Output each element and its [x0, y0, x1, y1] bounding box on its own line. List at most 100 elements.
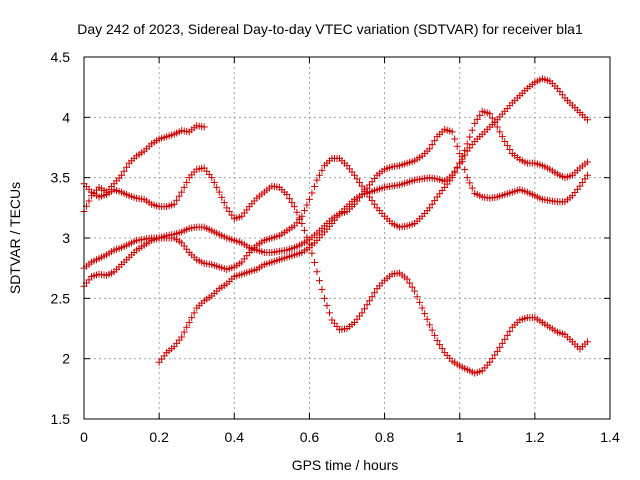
data-point	[456, 159, 464, 167]
data-point	[320, 294, 328, 302]
data-point	[578, 178, 586, 186]
data-point	[501, 137, 509, 145]
y-tick-label: 4.5	[51, 49, 71, 65]
data-point	[453, 142, 461, 150]
data-point	[583, 158, 591, 166]
data-point	[501, 335, 509, 343]
data-point	[448, 128, 456, 136]
data-point	[123, 163, 131, 171]
data-point	[293, 208, 301, 216]
data-point	[576, 182, 584, 190]
data-point	[463, 140, 471, 148]
data-point	[406, 279, 414, 287]
data-point	[290, 203, 298, 211]
x-tick-label: 0.2	[149, 429, 169, 445]
data-point	[351, 171, 359, 179]
data-point	[503, 331, 511, 339]
data-point	[305, 195, 313, 203]
data-point	[310, 183, 318, 191]
data-point	[583, 116, 591, 124]
data-point	[496, 343, 504, 351]
data-point	[363, 301, 371, 309]
data-point	[178, 333, 186, 341]
y-tick-label: 4	[62, 109, 70, 125]
data-point	[488, 355, 496, 363]
data-point	[315, 171, 323, 179]
data-point	[408, 283, 416, 291]
data-point	[308, 189, 316, 197]
data-point	[431, 197, 439, 205]
data-point	[371, 289, 379, 297]
data-point	[503, 141, 511, 149]
data-point	[463, 174, 471, 182]
data-point	[461, 151, 469, 159]
data-point	[451, 135, 459, 143]
data-point	[180, 328, 188, 336]
data-point	[431, 331, 439, 339]
y-tick-label: 3.5	[51, 170, 71, 186]
data-point	[220, 199, 228, 207]
data-point	[85, 197, 93, 205]
data-point	[466, 179, 474, 187]
data-point	[361, 305, 369, 313]
data-point	[453, 163, 461, 171]
data-point	[358, 309, 366, 317]
data-point	[368, 197, 376, 205]
series-track-b	[80, 164, 591, 377]
x-tick-label: 0.6	[300, 429, 320, 445]
data-point	[285, 195, 293, 203]
x-tick-label: 0.8	[375, 429, 395, 445]
data-point	[493, 347, 501, 355]
data-point	[313, 176, 321, 184]
series-track-e	[155, 75, 591, 366]
data-point	[416, 298, 424, 306]
data-point	[183, 178, 191, 186]
data-point	[476, 111, 484, 119]
data-point	[298, 212, 306, 220]
data-point	[428, 326, 436, 334]
data-point	[468, 184, 476, 192]
data-point	[403, 275, 411, 283]
data-point	[371, 200, 379, 208]
data-point	[118, 171, 126, 179]
x-tick-label: 1.2	[525, 429, 545, 445]
data-point	[200, 123, 208, 131]
data-point	[428, 200, 436, 208]
series-track-c	[80, 125, 591, 272]
data-point	[413, 293, 421, 301]
data-point	[298, 220, 306, 228]
data-point	[418, 304, 426, 312]
data-point	[283, 191, 291, 199]
data-point	[451, 167, 459, 175]
data-point	[303, 201, 311, 209]
data-point	[315, 277, 323, 285]
data-point	[423, 315, 431, 323]
data-point	[581, 175, 589, 183]
data-point	[208, 174, 216, 182]
data-point	[366, 297, 374, 305]
data-point	[506, 146, 514, 154]
data-point	[468, 126, 476, 134]
data-point	[318, 285, 326, 293]
data-point	[313, 268, 321, 276]
data-point	[173, 196, 181, 204]
y-tick-label: 1.5	[51, 411, 71, 427]
data-point	[218, 193, 226, 201]
data-point	[213, 183, 221, 191]
data-point	[223, 204, 231, 212]
x-axis-label: GPS time / hours	[292, 457, 399, 473]
x-tick-label: 0.4	[225, 429, 245, 445]
data-point	[185, 318, 193, 326]
data-point	[466, 133, 474, 141]
data-point	[215, 188, 223, 196]
series-track-a	[80, 122, 208, 215]
data-point	[431, 137, 439, 145]
series-track-d	[80, 107, 591, 290]
data-point	[498, 133, 506, 141]
y-axis-label: SDTVAR / TECUs	[7, 182, 23, 294]
data-point	[458, 155, 466, 163]
data-point	[300, 207, 308, 215]
data-point	[288, 199, 296, 207]
data-point	[461, 166, 469, 174]
data-point	[491, 351, 499, 359]
